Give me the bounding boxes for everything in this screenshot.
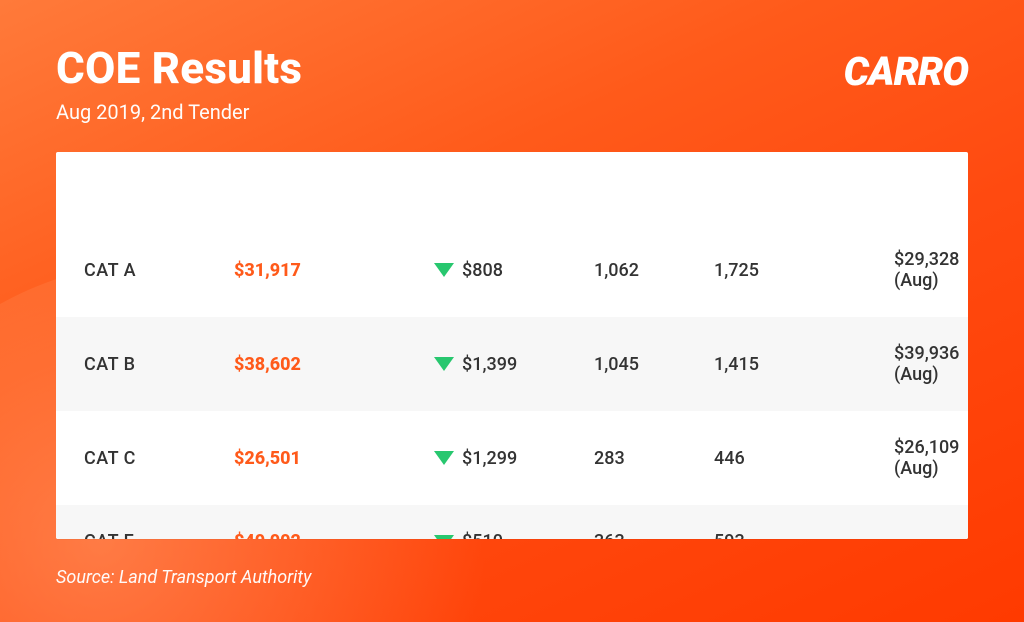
table-row: CAT E$40,002 $510 363593- [56, 505, 968, 539]
cell-bids-received: 1,415 [714, 354, 894, 375]
cell-quota-premium: $26,501 [234, 448, 434, 469]
table-row: CAT C$26,501 $1,299 283446$26,109 (Aug) [56, 411, 968, 505]
cell-pqp: $29,328 (Aug) [894, 249, 959, 291]
cell-change-value: $1,399 [462, 354, 517, 375]
col-change: Change [434, 176, 594, 199]
cell-category: CAT B [84, 354, 234, 375]
cell-bids-received: 446 [714, 448, 894, 469]
col-bids-received: Bids Received [714, 176, 894, 199]
cell-pqp: $26,109 (Aug) [894, 437, 959, 479]
col-quota-premium: Quota Premium [234, 176, 434, 199]
cell-quota: 1,062 [594, 260, 714, 281]
coe-results-table: Category Quota Premium Change Quota Bids… [56, 152, 968, 539]
cell-change: $808 [434, 260, 594, 281]
col-category: Category [84, 176, 234, 199]
cell-bids-received: 1,725 [714, 260, 894, 281]
cell-bids-received: 593 [714, 531, 894, 539]
triangle-down-icon [434, 535, 454, 540]
cell-category: CAT A [84, 260, 234, 281]
page: COE Results Aug 2019, 2nd Tender CARRO C… [0, 0, 1024, 622]
cell-pqp: $39,936 (Aug) [894, 343, 959, 385]
triangle-down-icon [434, 451, 454, 465]
cell-category: CAT E [84, 531, 234, 539]
cell-change-value: $510 [462, 531, 503, 539]
cell-pqp: - [894, 531, 940, 539]
cell-change: $1,299 [434, 448, 594, 469]
table-row: CAT A$31,917 $808 1,0621,725$29,328 (Aug) [56, 223, 968, 317]
source-attribution: Source: Land Transport Authority [56, 567, 968, 588]
cell-category: CAT C [84, 448, 234, 469]
table-body: CAT A$31,917$8081,0621,725$29,328 (Aug)C… [56, 223, 968, 539]
page-title: COE Results [56, 42, 302, 94]
cell-change-value: $808 [462, 260, 503, 281]
title-block: COE Results Aug 2019, 2nd Tender [56, 42, 302, 124]
table-header-row: Category Quota Premium Change Quota Bids… [56, 152, 968, 223]
cell-change: $510 [434, 531, 594, 539]
col-pqp: PQP [894, 176, 940, 199]
col-quota: Quota [594, 176, 714, 199]
cell-quota-premium: $38,602 [234, 354, 434, 375]
cell-quota: 363 [594, 531, 714, 539]
cell-quota-premium: $40,002 [234, 531, 434, 539]
cell-quota-premium: $31,917 [234, 260, 434, 281]
page-subtitle: Aug 2019, 2nd Tender [56, 100, 302, 124]
header: COE Results Aug 2019, 2nd Tender CARRO [56, 42, 968, 124]
cell-quota: 1,045 [594, 354, 714, 375]
table-row: CAT B$38,602 $1,399 1,0451,415$39,936 (Aug… [56, 317, 968, 411]
triangle-down-icon [434, 357, 454, 371]
cell-change-value: $1,299 [462, 448, 517, 469]
brand-logo: CARRO [844, 48, 968, 95]
cell-change: $1,399 [434, 354, 594, 375]
cell-quota: 283 [594, 448, 714, 469]
triangle-down-icon [434, 263, 454, 277]
